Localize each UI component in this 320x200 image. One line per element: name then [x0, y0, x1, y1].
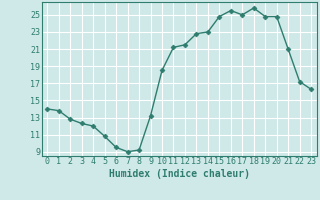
- X-axis label: Humidex (Indice chaleur): Humidex (Indice chaleur): [109, 169, 250, 179]
